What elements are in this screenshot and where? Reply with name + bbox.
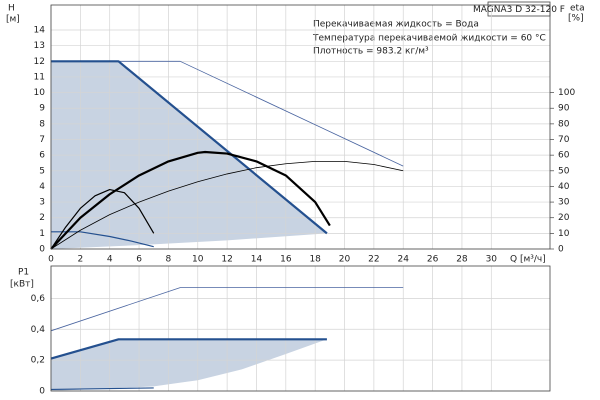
x-tick-label: 28 [456, 255, 468, 265]
x-tick-label: 8 [166, 255, 172, 265]
x-tick-label: 4 [107, 255, 113, 265]
y-tick-label: 4 [39, 182, 45, 192]
x-tick-label: 2 [77, 255, 83, 265]
y-tick-label: 1 [39, 229, 45, 239]
x-tick-label: 24 [398, 255, 410, 265]
x-tick-label: 30 [486, 255, 498, 265]
y-tick-label: 0,4 [31, 325, 46, 335]
plot-frame [50, 4, 551, 250]
x-tick-label: 16 [280, 255, 292, 265]
curve [50, 161, 404, 250]
y2-tick-label: 0 [558, 245, 564, 255]
curve [51, 231, 154, 248]
operating-area [51, 339, 327, 391]
curve [50, 387, 154, 391]
x-tick-label: 0 [48, 255, 54, 265]
y-tick-label: 0,6 [31, 294, 46, 304]
y-tick-label: 13 [34, 41, 45, 51]
chart-title: MAGNA3 D 32-120 F [473, 5, 565, 15]
y-tick-label: 10 [34, 88, 46, 98]
y-tick-label: 2 [39, 213, 45, 223]
y-tick-label: 12 [34, 57, 45, 67]
y-tick-label: 3 [39, 198, 45, 208]
y2-tick-label: 30 [558, 198, 570, 208]
curve [50, 287, 404, 332]
y2-axis-label: eta [570, 4, 585, 14]
y-tick-label: 0 [39, 245, 45, 255]
note: Температура перекачиваемой жидкости = 60… [312, 34, 546, 44]
y2-tick-label: 60 [558, 151, 570, 161]
y-axis-unit: [кВт] [10, 280, 34, 290]
y-axis-unit: [м] [6, 15, 20, 25]
y-tick-label: 6 [39, 151, 45, 161]
y2-tick-label: 20 [558, 213, 570, 223]
x-tick-label: 6 [136, 255, 142, 265]
y2-tick-label: 100 [558, 88, 575, 98]
y-tick-label: 7 [39, 135, 45, 145]
y-axis-label: H [8, 4, 15, 14]
x-tick-label: 18 [309, 255, 321, 265]
curve [50, 188, 155, 250]
y-tick-label: 9 [39, 104, 45, 114]
y-tick-label: 0,2 [31, 356, 45, 366]
y2-tick-label: 40 [558, 182, 570, 192]
x-axis-label: Q [м³/ч] [510, 255, 546, 265]
y-tick-label: 8 [39, 119, 45, 129]
note: Перекачиваемая жидкость = Вода [313, 20, 479, 30]
y-axis-label: P1 [18, 268, 29, 278]
x-tick-label: 14 [251, 255, 263, 265]
y-tick-label: 11 [34, 72, 45, 82]
y2-tick-label: 80 [558, 119, 570, 129]
y2-tick-label: 90 [558, 104, 570, 114]
x-tick-label: 22 [368, 255, 379, 265]
x-tick-label: 12 [221, 255, 232, 265]
y2-tick-label: 70 [558, 135, 570, 145]
x-tick-label: 26 [427, 255, 439, 265]
curve [50, 338, 327, 360]
plot-frame [50, 265, 551, 392]
y-tick-label: 14 [34, 26, 46, 36]
y2-axis-unit: [%] [568, 14, 584, 24]
x-tick-label: 10 [192, 255, 204, 265]
curve [51, 60, 328, 235]
y2-tick-label: 10 [558, 229, 570, 239]
x-tick-label: 20 [339, 255, 351, 265]
curve [50, 150, 331, 250]
y-tick-label: 5 [39, 166, 45, 176]
y-tick-label: 0 [39, 387, 45, 397]
note: Плотность = 983.2 кг/м³ [313, 47, 429, 57]
y2-tick-label: 50 [558, 166, 570, 176]
